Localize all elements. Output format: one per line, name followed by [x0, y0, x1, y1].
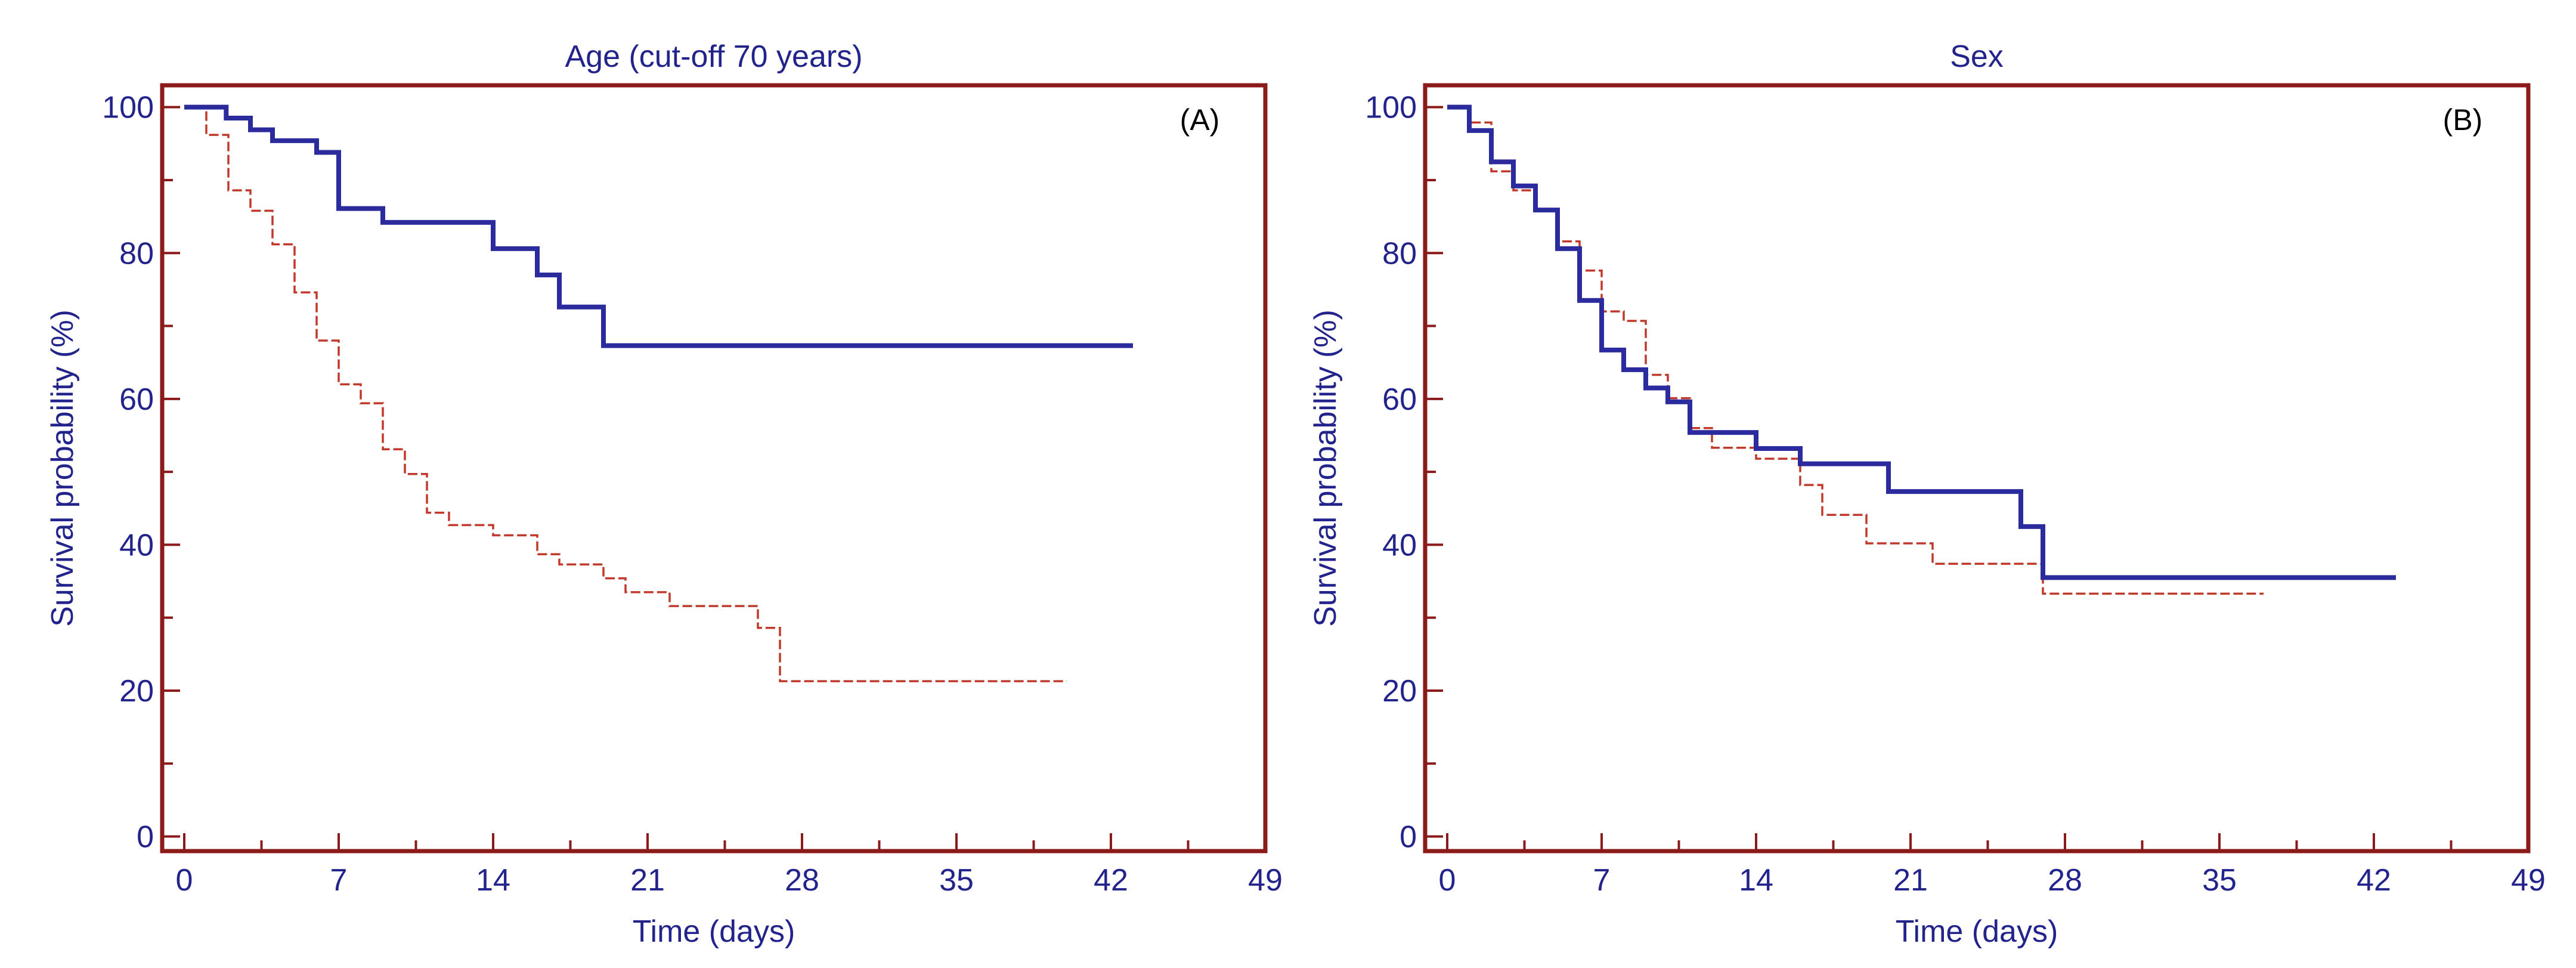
y-tick-label: 0: [137, 820, 154, 855]
y-tick-label: 60: [119, 382, 154, 417]
x-tick-label: 42: [2357, 863, 2391, 898]
x-tick-label: 7: [1593, 863, 1611, 898]
y-axis-label: Survival probability (%): [1308, 310, 1343, 627]
x-tick-label: 21: [1893, 863, 1928, 898]
survival-curve-dashed: [184, 106, 1067, 682]
y-tick-label: 100: [102, 91, 154, 125]
chart-panel-a: 0 7 14 21 28 35 42 49 0 20 40 60 80 100 Age (cut-off 7…: [45, 39, 1283, 949]
x-tick-label: 14: [476, 863, 510, 898]
y-tick-label: 20: [119, 674, 154, 709]
survival-curve-dashed: [1447, 106, 2264, 595]
x-tick-label: 49: [1248, 863, 1283, 898]
x-tick-label: 28: [2048, 863, 2082, 898]
x-tick-label: 0: [1439, 863, 1456, 898]
x-tick-label: 21: [630, 863, 665, 898]
plot-frame: [160, 83, 1268, 853]
x-tick-label: 14: [1739, 863, 1773, 898]
y-tick-label: 80: [119, 236, 154, 271]
panel-label: (A): [1180, 103, 1220, 137]
x-tick-label: 35: [939, 863, 974, 898]
chart-title: Sex: [1950, 39, 2004, 74]
x-axis-label: Time (days): [633, 914, 795, 949]
x-tick-label: 35: [2202, 863, 2237, 898]
x-tick-label: 28: [785, 863, 819, 898]
x-tick-label: 42: [1094, 863, 1128, 898]
x-tick-label: 49: [2511, 863, 2546, 898]
y-tick-label: 40: [1382, 528, 1417, 562]
y-tick-label: 80: [1382, 236, 1417, 271]
y-tick-label: 60: [1382, 382, 1417, 417]
survival-curve-solid: [184, 104, 1133, 348]
chart-title: Age (cut-off 70 years): [565, 39, 862, 74]
x-tick-label: 0: [176, 863, 193, 898]
panel-label: (B): [2443, 103, 2483, 137]
y-axis-label: Survival probability (%): [45, 310, 80, 627]
x-tick-label: 7: [330, 863, 348, 898]
survival-curve-solid: [1447, 104, 2396, 580]
y-tick-label: 40: [119, 528, 154, 562]
y-tick-label: 0: [1400, 820, 1417, 855]
x-axis-label: Time (days): [1896, 914, 2058, 949]
chart-panel-b: 0 7 14 21 28 35 42 49 0 20 40 60 80 100 Sex Time (days)…: [1308, 39, 2546, 949]
plot-frame: [1423, 83, 2531, 853]
y-tick-label: 100: [1365, 91, 1417, 125]
y-tick-label: 20: [1382, 674, 1417, 709]
